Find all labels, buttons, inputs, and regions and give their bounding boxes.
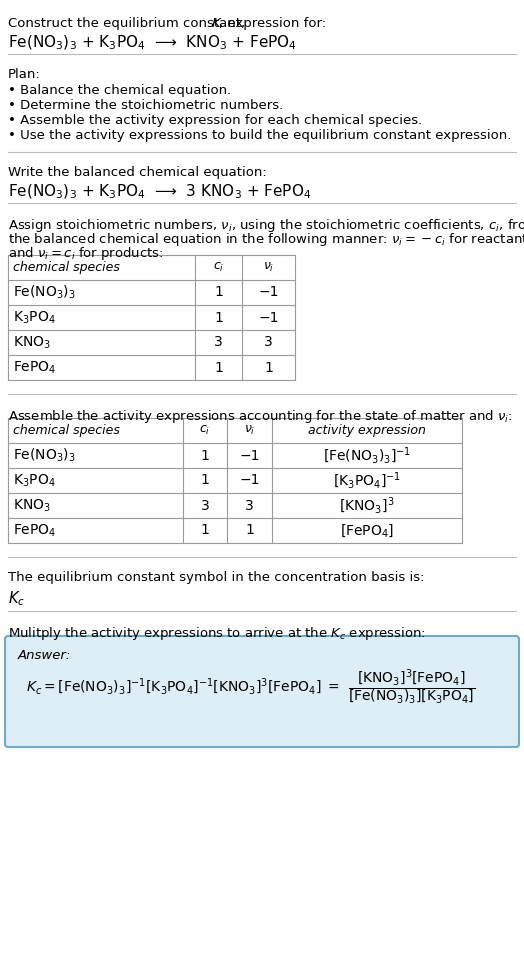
Text: $c_i$: $c_i$ [199, 424, 211, 437]
Text: 1: 1 [214, 310, 223, 324]
Text: 1: 1 [201, 449, 210, 462]
Text: $\mathregular{FePO_4}$: $\mathregular{FePO_4}$ [13, 523, 57, 539]
Text: • Determine the stoichiometric numbers.: • Determine the stoichiometric numbers. [8, 99, 283, 112]
Text: $\mathregular{[K_3PO_4]^{-1}}$: $\mathregular{[K_3PO_4]^{-1}}$ [333, 470, 401, 491]
Text: Answer:: Answer: [18, 649, 71, 662]
Text: Mulitply the activity expressions to arrive at the $K_c$ expression:: Mulitply the activity expressions to arr… [8, 625, 426, 642]
Text: • Use the activity expressions to build the equilibrium constant expression.: • Use the activity expressions to build … [8, 129, 511, 142]
Text: $\mathregular{[FePO_4]}$: $\mathregular{[FePO_4]}$ [340, 523, 394, 539]
FancyBboxPatch shape [5, 636, 519, 747]
Text: Write the balanced chemical equation:: Write the balanced chemical equation: [8, 166, 267, 179]
Text: • Balance the chemical equation.: • Balance the chemical equation. [8, 84, 231, 97]
Text: 1: 1 [201, 523, 210, 538]
Text: and $\nu_i = c_i$ for products:: and $\nu_i = c_i$ for products: [8, 245, 163, 262]
Text: Assemble the activity expressions accounting for the state of matter and $\nu_i$: Assemble the activity expressions accoun… [8, 408, 512, 425]
Text: $\mathregular{[Fe(NO_3)_3]^{-1}}$: $\mathregular{[Fe(NO_3)_3]^{-1}}$ [323, 445, 411, 466]
Text: Plan:: Plan: [8, 68, 41, 81]
Text: −1: −1 [239, 474, 260, 487]
Text: −1: −1 [258, 285, 279, 300]
Text: , expression for:: , expression for: [219, 17, 326, 30]
Text: $\mathregular{KNO_3}$: $\mathregular{KNO_3}$ [13, 334, 51, 350]
Text: $\nu_i$: $\nu_i$ [263, 261, 274, 274]
Text: −1: −1 [258, 310, 279, 324]
Text: 1: 1 [264, 361, 273, 374]
Text: • Assemble the activity expression for each chemical species.: • Assemble the activity expression for e… [8, 114, 422, 127]
Text: K: K [212, 17, 221, 30]
Text: $c_i$: $c_i$ [213, 261, 224, 274]
Text: $\dfrac{\mathregular{[KNO_3]^3[FePO_4]}}{\mathregular{[Fe(NO_3)_3][K_3PO_4]}}$: $\dfrac{\mathregular{[KNO_3]^3[FePO_4]}}… [348, 668, 475, 706]
Text: $\mathregular{Fe(NO_3)_3}$ + $\mathregular{K_3PO_4}$  ⟶  3 $\mathregular{KNO_3}$: $\mathregular{Fe(NO_3)_3}$ + $\mathregul… [8, 183, 311, 201]
Text: $\mathregular{K_3PO_4}$: $\mathregular{K_3PO_4}$ [13, 473, 56, 489]
Text: 3: 3 [201, 499, 210, 513]
Text: $\mathregular{Fe(NO_3)_3}$: $\mathregular{Fe(NO_3)_3}$ [13, 284, 76, 301]
Text: The equilibrium constant symbol in the concentration basis is:: The equilibrium constant symbol in the c… [8, 571, 424, 584]
Text: 3: 3 [245, 499, 254, 513]
Text: $\mathregular{K_3PO_4}$: $\mathregular{K_3PO_4}$ [13, 309, 56, 325]
Text: the balanced chemical equation in the following manner: $\nu_i = -c_i$ for react: the balanced chemical equation in the fo… [8, 231, 524, 248]
Text: Construct the equilibrium constant,: Construct the equilibrium constant, [8, 17, 249, 30]
Text: activity expression: activity expression [308, 424, 426, 437]
Text: $\mathregular{[KNO_3]^3}$: $\mathregular{[KNO_3]^3}$ [339, 496, 395, 516]
Text: $K_c$: $K_c$ [8, 589, 25, 608]
Text: 3: 3 [214, 336, 223, 349]
Text: Assign stoichiometric numbers, $\nu_i$, using the stoichiometric coefficients, $: Assign stoichiometric numbers, $\nu_i$, … [8, 217, 524, 234]
Text: $\mathregular{FePO_4}$: $\mathregular{FePO_4}$ [13, 359, 57, 376]
Text: $K_c = \mathregular{[Fe(NO_3)_3]^{-1}[K_3PO_4]^{-1}[KNO_3]^3[FePO_4]}$ $=$: $K_c = \mathregular{[Fe(NO_3)_3]^{-1}[K_… [26, 677, 340, 698]
Text: chemical species: chemical species [13, 261, 120, 274]
Text: $\mathregular{Fe(NO_3)_3}$ + $\mathregular{K_3PO_4}$  ⟶  $\mathregular{KNO_3}$ +: $\mathregular{Fe(NO_3)_3}$ + $\mathregul… [8, 34, 297, 53]
Text: 3: 3 [264, 336, 273, 349]
Text: 1: 1 [214, 285, 223, 300]
Text: chemical species: chemical species [13, 424, 120, 437]
Text: $\mathregular{Fe(NO_3)_3}$: $\mathregular{Fe(NO_3)_3}$ [13, 447, 76, 464]
Text: $\mathregular{KNO_3}$: $\mathregular{KNO_3}$ [13, 498, 51, 514]
Text: 1: 1 [245, 523, 254, 538]
Text: $\nu_i$: $\nu_i$ [244, 424, 255, 437]
Text: 1: 1 [214, 361, 223, 374]
Text: 1: 1 [201, 474, 210, 487]
Text: −1: −1 [239, 449, 260, 462]
